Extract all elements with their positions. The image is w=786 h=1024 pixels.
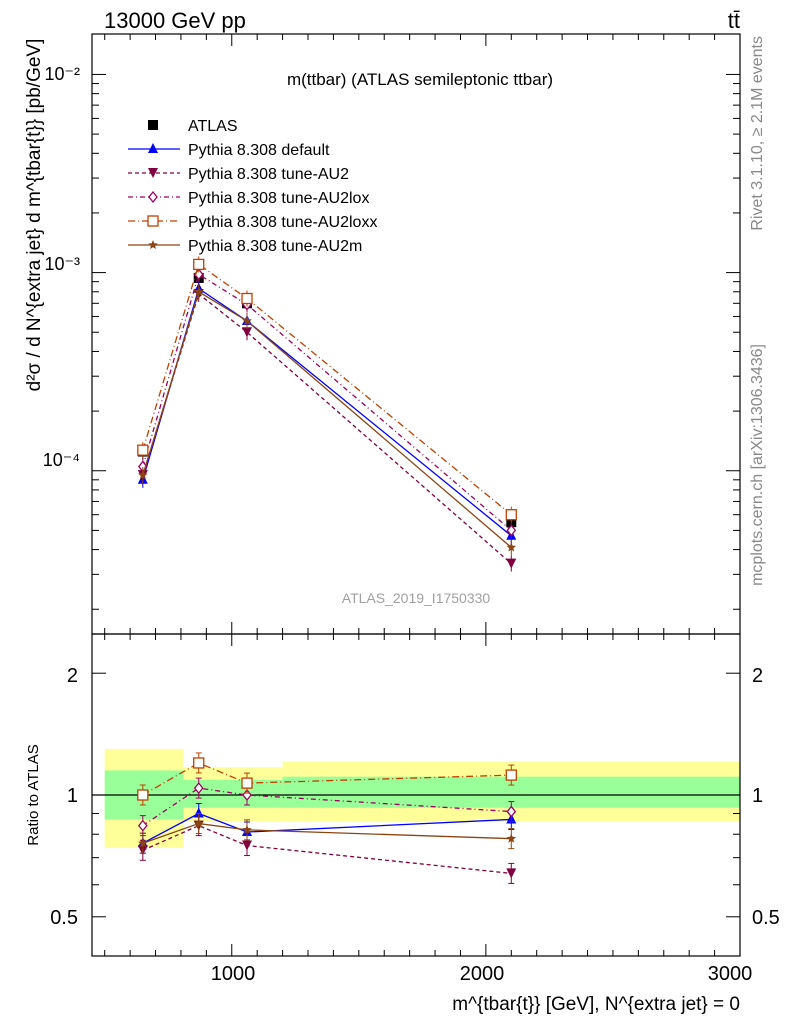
series-line <box>142 287 512 537</box>
plot-title: m(ttbar) (ATLAS semileptonic ttbar) <box>287 70 553 89</box>
data-point <box>506 542 516 552</box>
ratio-series-1 <box>137 815 517 884</box>
ratio-series-3 <box>137 752 517 806</box>
ratio-point <box>506 833 516 843</box>
series-1 <box>137 280 517 544</box>
ratio-line <box>142 824 512 875</box>
ratio-point <box>506 805 517 818</box>
ratio-line <box>142 762 512 796</box>
main-series-group <box>137 256 517 572</box>
series-5 <box>138 283 516 556</box>
ytick-ratio-05-right: 0.5 <box>752 907 780 929</box>
data-point <box>138 470 148 480</box>
series-line <box>142 292 512 565</box>
ratio-series-2 <box>137 777 517 837</box>
uncertainty-bands <box>92 748 740 848</box>
y-axis-label-ratio: Ratio to ATLAS <box>25 744 42 845</box>
analysis-watermark: ATLAS_2019_I1750330 <box>342 590 491 606</box>
legend-marker <box>148 240 158 249</box>
legend-label: Pythia 8.308 tune-AU2lox <box>188 190 369 207</box>
ratio-point <box>193 807 204 818</box>
xtick-1000: 1000 <box>211 963 256 985</box>
ratio-point <box>193 782 204 795</box>
ytick-ratio-05-left: 0.5 <box>50 907 78 929</box>
beam-label: 13000 GeV pp <box>104 8 246 33</box>
ratio-point <box>194 818 204 828</box>
ratio-line <box>142 787 512 827</box>
ytick-ratio-2-left: 2 <box>67 665 78 687</box>
data-point <box>137 444 149 456</box>
ratio-line <box>142 822 512 844</box>
ytick-main-1e-2: 10⁻² <box>44 64 80 84</box>
series-0 <box>137 269 517 531</box>
data-point <box>241 292 253 305</box>
legend: ATLAS Pythia 8.308 default Pythia 8.308 tu… <box>128 118 377 255</box>
series-4 <box>137 256 517 523</box>
ratio-point <box>193 757 205 769</box>
series-line <box>142 273 512 531</box>
legend-entry-4: Pythia 8.308 tune-AU2loxx <box>128 214 377 231</box>
series-line <box>142 290 512 548</box>
series-line <box>142 263 512 516</box>
xtick-3000: 3000 <box>708 963 753 985</box>
ratio-point <box>242 840 253 851</box>
ratio-point <box>241 777 253 789</box>
legend-label: Pythia 8.308 tune-AU2m <box>188 238 362 255</box>
legend-marker <box>148 143 158 153</box>
legend-entry-0: ATLAS <box>148 118 238 135</box>
legend-label: ATLAS <box>188 118 238 135</box>
ratio-line <box>142 812 512 844</box>
y-axis-label-main: d²σ / d N^{extra jet} d m^{tbar{t}} [pb/… <box>24 39 45 392</box>
ytick-main-1e-4: 10⁻⁴ <box>43 450 80 470</box>
data-point <box>506 558 517 569</box>
ytick-main-1e-3: 10⁻³ <box>44 254 80 274</box>
legend-marker <box>148 190 158 204</box>
ratio-point <box>137 819 148 832</box>
ratio-point <box>242 824 252 834</box>
xtick-2000: 2000 <box>460 963 505 985</box>
data-point <box>194 286 204 296</box>
legend-marker <box>148 168 158 178</box>
process-label: tt̄ <box>728 8 740 33</box>
ratio-series-4 <box>138 813 516 854</box>
legend-label: Pythia 8.308 tune-AU2loxx <box>188 214 377 231</box>
ratio-point <box>137 789 149 801</box>
axis-ticks <box>92 34 741 956</box>
data-point <box>506 524 517 537</box>
data-point <box>505 509 517 521</box>
data-point <box>242 327 253 338</box>
ratio-point <box>505 769 517 781</box>
series-2 <box>137 285 517 572</box>
ytick-ratio-1-right: 1 <box>752 785 763 807</box>
ratio-point <box>138 838 148 848</box>
legend-entry-1: Pythia 8.308 default <box>128 142 330 159</box>
legend-marker <box>147 215 159 227</box>
ratio-point <box>506 868 517 879</box>
legend-label: Pythia 8.308 tune-AU2 <box>188 166 349 183</box>
legend-marker <box>148 120 158 130</box>
ratio-series-group <box>137 752 517 884</box>
data-point <box>242 316 252 325</box>
rivet-label: Rivet 3.1.10, ≥ 2.1M events <box>749 36 766 231</box>
ytick-ratio-1-left: 1 <box>67 785 78 807</box>
mcplots-label: mcplots.cern.ch [arXiv:1306.3436] <box>749 344 766 586</box>
data-point <box>193 258 205 271</box>
legend-label: Pythia 8.308 default <box>188 142 330 159</box>
legend-entry-3: Pythia 8.308 tune-AU2lox <box>128 190 369 207</box>
ytick-ratio-2-right: 2 <box>752 665 763 687</box>
legend-entry-2: Pythia 8.308 tune-AU2 <box>128 166 349 183</box>
legend-entry-5: Pythia 8.308 tune-AU2m <box>128 238 362 255</box>
x-axis-label: m^{tbar{t}} [GeV], N^{extra jet} = 0 <box>452 994 740 1015</box>
